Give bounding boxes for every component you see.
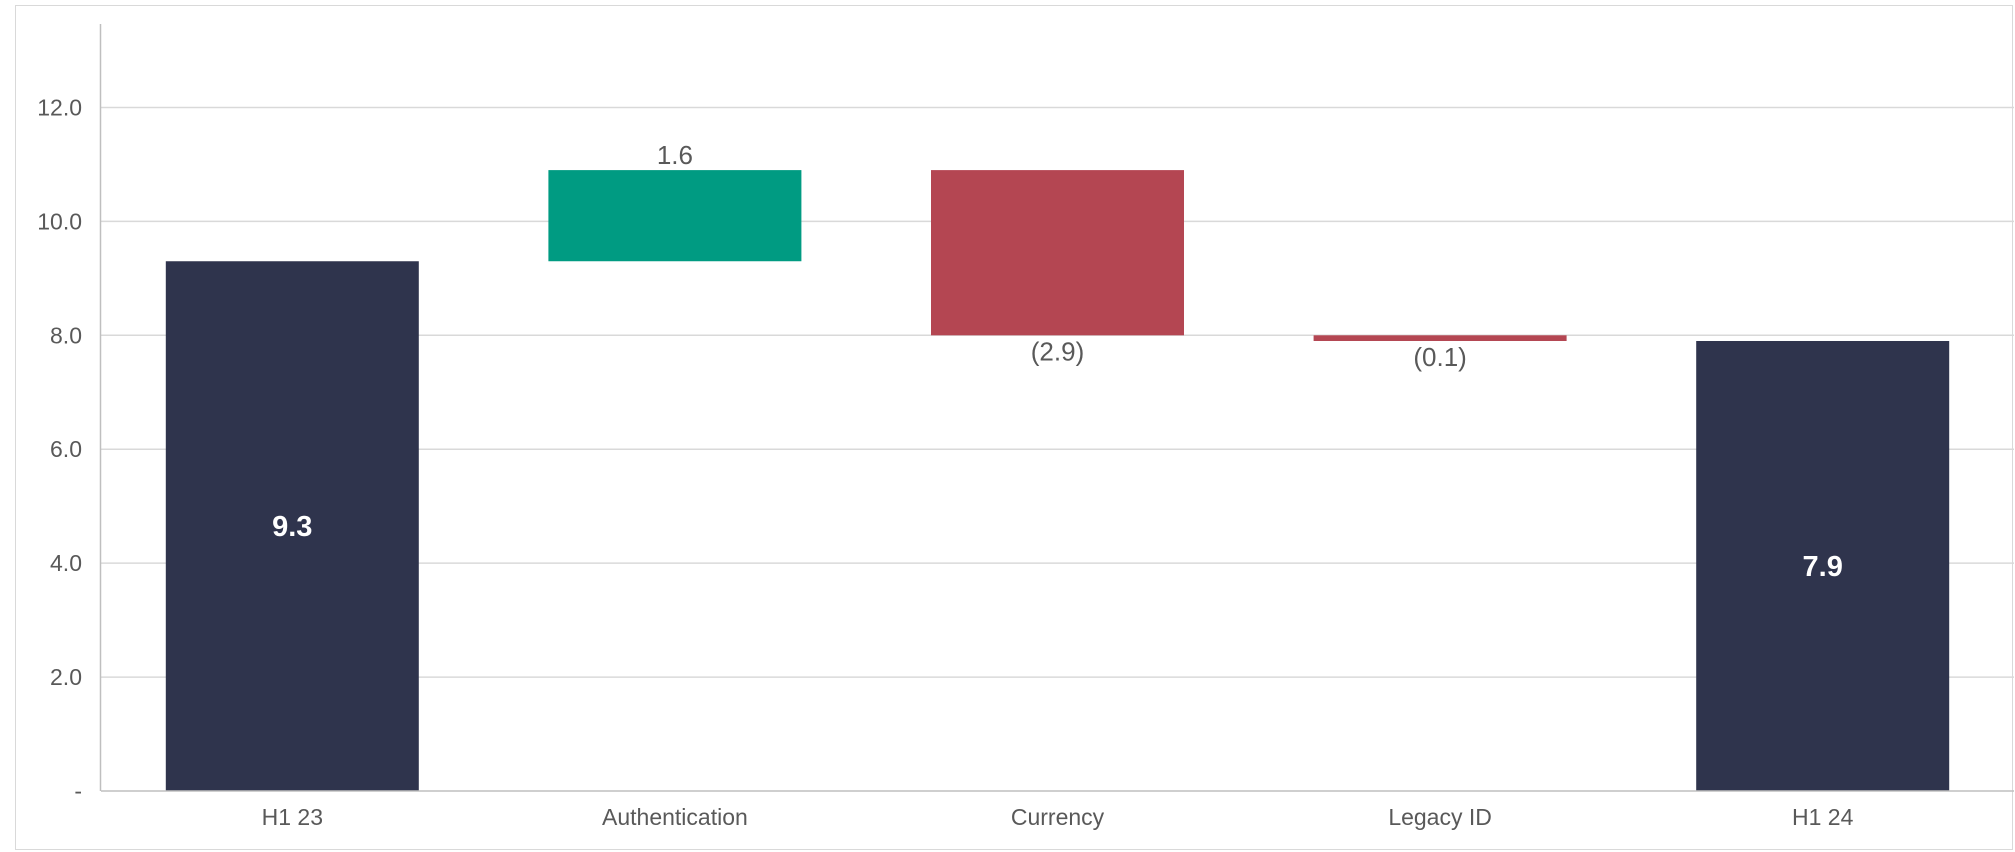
y-tick-label: 8.0	[50, 322, 82, 348]
y-tick-label: 6.0	[50, 436, 82, 462]
y-tick-label: 10.0	[37, 208, 82, 234]
data-labels: 9.3 1.6 (2.9) (0.1) 7.9	[272, 140, 1843, 583]
y-tick-label: 12.0	[37, 94, 82, 120]
bar-3	[1313, 335, 1567, 341]
bar-4	[1696, 340, 1950, 791]
category-label-3: Legacy ID	[1388, 804, 1492, 830]
bar-1	[548, 170, 802, 262]
y-tick-label: 4.0	[50, 550, 82, 576]
category-label-0: H1 23	[262, 804, 323, 830]
x-axis: H1 23 Authentication Currency Legacy ID H1 2…	[101, 790, 2014, 830]
bar-0	[165, 261, 419, 791]
bar-2	[931, 170, 1184, 336]
data-label-4: 7.9	[1803, 551, 1843, 583]
category-label-2: Currency	[1011, 804, 1105, 830]
data-label-0: 9.3	[272, 511, 312, 543]
data-label-2: (2.9)	[1031, 336, 1084, 366]
y-tick-label: 2.0	[50, 664, 82, 690]
bars	[165, 170, 1950, 791]
chart-frame: - 2.0 4.0 6.0 8.0 10.0 12.0 9.3 1.6 (2.9) (0.1) 7.…	[15, 5, 2014, 850]
data-label-1: 1.6	[657, 140, 693, 170]
category-label-1: Authentication	[602, 804, 748, 830]
waterfall-chart: - 2.0 4.0 6.0 8.0 10.0 12.0 9.3 1.6 (2.9) (0.1) 7.…	[37, 24, 2014, 830]
category-label-4: H1 24	[1792, 804, 1854, 830]
data-label-3: (0.1)	[1413, 342, 1466, 372]
y-tick-label: -	[74, 778, 82, 804]
y-axis: - 2.0 4.0 6.0 8.0 10.0 12.0	[37, 24, 102, 804]
